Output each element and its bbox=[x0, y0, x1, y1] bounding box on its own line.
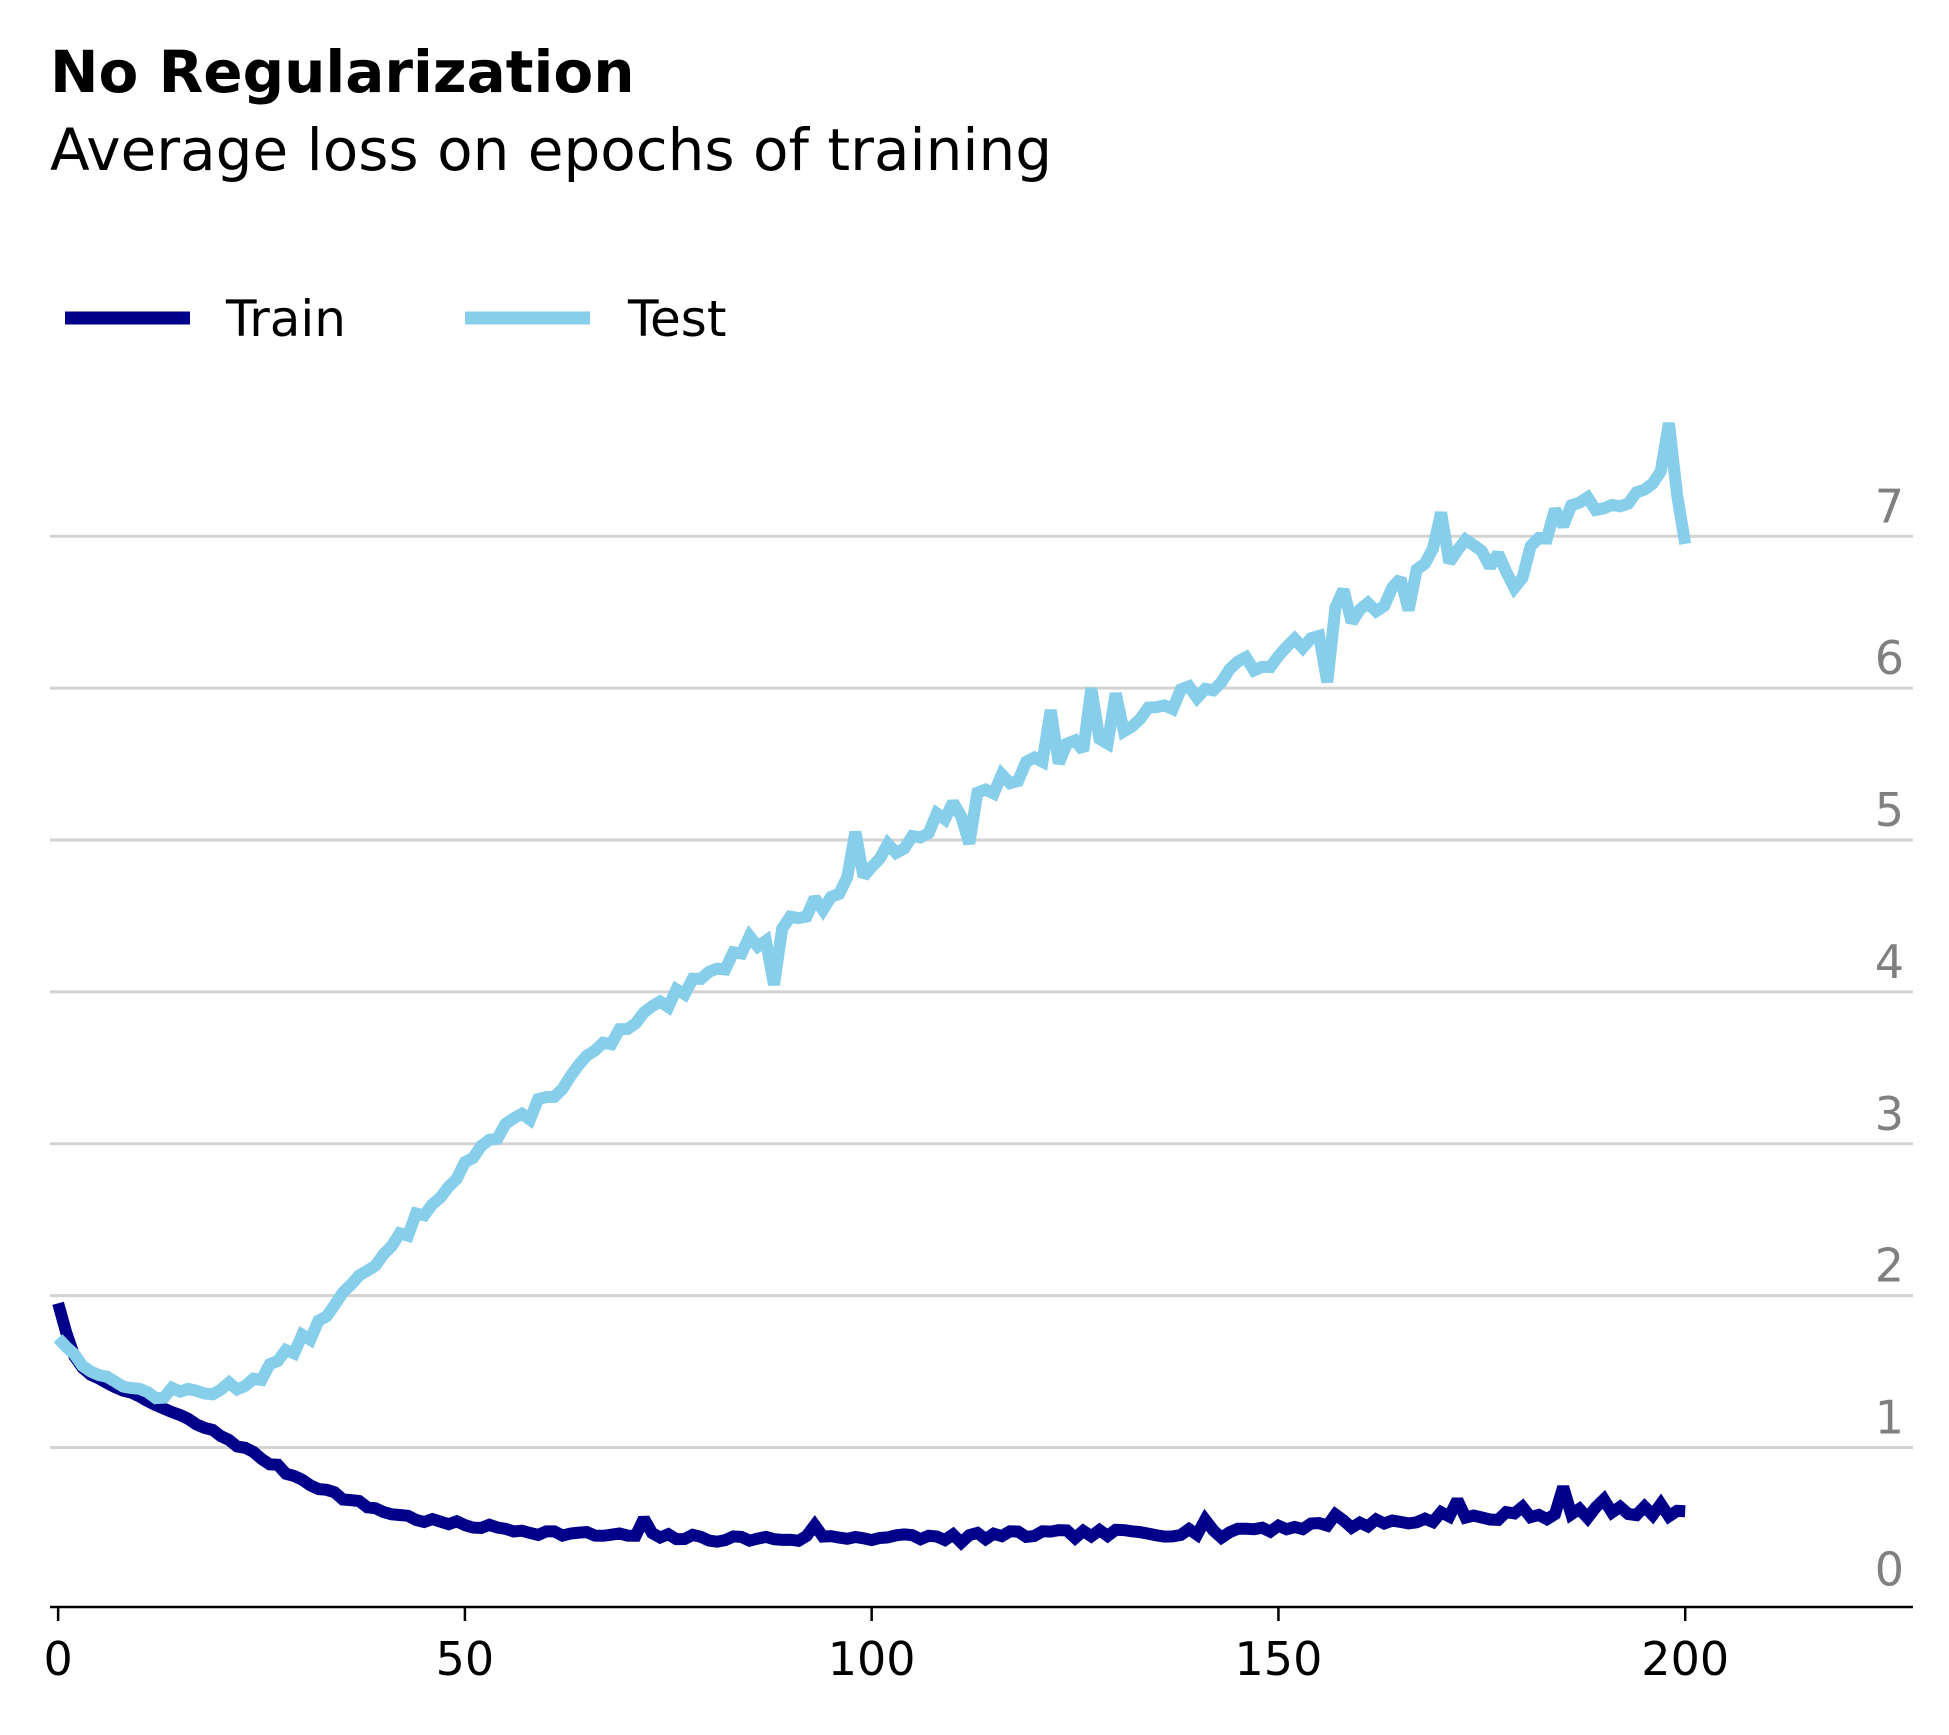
y-tick-label: 3 bbox=[1875, 1087, 1904, 1141]
y-tick-label: 1 bbox=[1875, 1391, 1904, 1445]
y-tick-label: 0 bbox=[1875, 1542, 1904, 1596]
y-tick-label: 2 bbox=[1875, 1239, 1904, 1293]
x-tick-label: 100 bbox=[828, 1632, 916, 1686]
legend: Train Test bbox=[65, 290, 726, 348]
grid-lines bbox=[50, 534, 1913, 1450]
series-line-test bbox=[53, 422, 1692, 1405]
legend-item-test: Test bbox=[465, 290, 726, 348]
y-tick-label: 7 bbox=[1875, 479, 1904, 533]
chart-title: No Regularization bbox=[50, 38, 635, 106]
y-tick-label: 6 bbox=[1875, 631, 1904, 685]
legend-label-test: Test bbox=[627, 290, 726, 348]
chart-subtitle: Average loss on epochs of training bbox=[50, 116, 1052, 184]
legend-label-train: Train bbox=[225, 290, 346, 348]
legend-item-train: Train bbox=[65, 290, 346, 348]
x-tick-label: 50 bbox=[436, 1632, 495, 1686]
x-tick-label: 0 bbox=[43, 1632, 72, 1686]
y-tick-labels: 0 1 2 3 4 5 6 7 bbox=[1875, 479, 1904, 1596]
y-tick-label: 4 bbox=[1875, 935, 1904, 989]
y-tick-label: 5 bbox=[1875, 783, 1904, 837]
series-line-train bbox=[52, 1301, 1686, 1551]
x-axis-ticks: 0 50 100 150 200 bbox=[43, 1607, 1729, 1686]
x-tick-label: 200 bbox=[1641, 1632, 1729, 1686]
x-tick-label: 150 bbox=[1235, 1632, 1323, 1686]
plot-area bbox=[52, 422, 1692, 1551]
